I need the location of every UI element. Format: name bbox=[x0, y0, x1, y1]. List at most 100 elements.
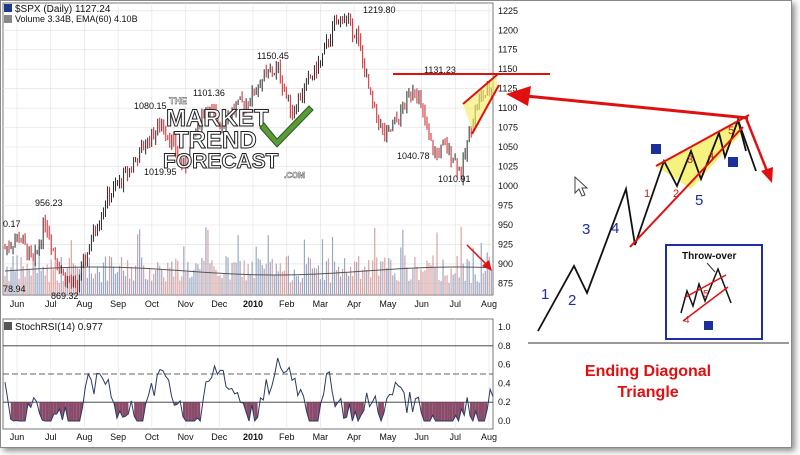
price-y-tick: 925 bbox=[498, 239, 513, 249]
caption-line-2: Triangle bbox=[617, 384, 678, 401]
diagram-square-left bbox=[651, 144, 661, 154]
price-y-tick: 900 bbox=[498, 259, 513, 269]
stoch-oversold-fill bbox=[421, 402, 425, 421]
volume-arrow-shaft bbox=[466, 244, 488, 266]
stoch-oversold-fill bbox=[426, 402, 430, 421]
stoch-oversold-fill bbox=[475, 402, 479, 421]
stoch-y-tick: 0.6 bbox=[498, 360, 511, 370]
diagram-down-arrow-icon bbox=[761, 167, 773, 183]
stoch-x-tick: Aug bbox=[481, 432, 497, 442]
wave-label-5: 5 bbox=[695, 192, 703, 209]
inset-wave bbox=[680, 266, 732, 314]
logo-com: .COM bbox=[284, 171, 305, 180]
sub-label-4: 4 bbox=[708, 150, 714, 162]
inset-lower-line bbox=[682, 286, 729, 322]
stoch-oversold-fill bbox=[116, 402, 120, 419]
stoch-oversold-fill bbox=[122, 402, 126, 418]
stoch-y-tick: 0.8 bbox=[498, 341, 511, 351]
stoch-oversold-fill bbox=[360, 402, 364, 416]
price-label-878: 78.94 bbox=[3, 284, 26, 294]
chart-svg: 8759009259509751000102510501075110011251… bbox=[2, 2, 789, 442]
throwover-inset bbox=[665, 244, 763, 340]
price-label-1131: 1131.23 bbox=[424, 65, 456, 75]
stoch-oversold-fill bbox=[188, 402, 192, 421]
stoch-oversold-fill bbox=[119, 402, 123, 418]
price-y-tick: 1125 bbox=[498, 84, 517, 94]
wave-label-2: 2 bbox=[568, 292, 576, 309]
price-y-tick: 1100 bbox=[498, 103, 517, 113]
stoch-oversold-fill bbox=[447, 402, 450, 421]
price-x-tick: May bbox=[379, 299, 397, 309]
logo: THE MARKET TREND FORECAST .COM bbox=[163, 96, 314, 180]
stoch-title: StochRSI(14) 0.977 bbox=[15, 322, 103, 333]
price-label-1019: 1019.95 bbox=[144, 167, 177, 177]
price-label-917: 0.17 bbox=[3, 219, 21, 229]
stoch-x-tick: May bbox=[379, 432, 397, 442]
logo-check-icon bbox=[259, 105, 314, 148]
caption-line-1: Ending Diagonal bbox=[585, 363, 711, 380]
pointer-arrow-icon bbox=[506, 86, 531, 106]
logo-trend: TREND bbox=[174, 127, 257, 154]
volume-marker-icon bbox=[4, 15, 12, 23]
stoch-oversold-fill bbox=[254, 402, 258, 421]
stoch-line bbox=[4, 357, 494, 423]
price-x-tick: Apr bbox=[347, 299, 361, 309]
stoch-oversold-fill bbox=[45, 402, 49, 421]
stoch-x-tick: Feb bbox=[279, 432, 295, 442]
stoch-oversold-fill bbox=[22, 402, 26, 421]
price-label-1101: 1101.36 bbox=[193, 88, 225, 98]
price-label-956: 956.23 bbox=[35, 198, 63, 208]
price-x-tick: Feb bbox=[279, 299, 295, 309]
stoch-x-tick: Mar bbox=[313, 432, 329, 442]
stoch-x-tick: Jun bbox=[414, 432, 429, 442]
stoch-oversold-fill bbox=[76, 402, 80, 421]
chart-wedge bbox=[463, 75, 497, 133]
stoch-oversold-fill bbox=[352, 402, 356, 421]
price-y-tick: 1000 bbox=[498, 181, 518, 191]
price-x-tick: Jul bbox=[450, 299, 462, 309]
stoch-y-tick: 1.0 bbox=[498, 322, 511, 332]
price-x-tick: Jul bbox=[45, 299, 57, 309]
ending-diagonal-diagram: 1 2 3 4 5 1 2 3 4 5 Throw-over 4 5 Endin… bbox=[528, 114, 789, 401]
stoch-oversold-fill bbox=[481, 402, 485, 421]
stoch-oversold-fill bbox=[461, 402, 465, 416]
stoch-oversold-fill bbox=[19, 402, 23, 421]
price-y-tick: 1050 bbox=[498, 142, 518, 152]
stoch-x-tick: Jun bbox=[10, 432, 25, 442]
mouse-cursor-icon bbox=[574, 175, 589, 197]
stoch-oversold-fill bbox=[73, 402, 77, 421]
price-y-tick: 1175 bbox=[498, 45, 517, 55]
stoch-oversold-fill bbox=[435, 402, 439, 421]
stoch-oversold-fill bbox=[472, 402, 476, 421]
wedge-upper-line bbox=[462, 73, 499, 105]
price-y-tick: 1225 bbox=[498, 6, 518, 16]
stoch-oversold-fill bbox=[13, 402, 17, 421]
price-y-tick: 875 bbox=[498, 278, 513, 288]
stoch-oversold-fill bbox=[378, 402, 382, 421]
price-label-1010: 1010.91 bbox=[438, 174, 471, 184]
stoch-oversold-fill bbox=[438, 402, 442, 421]
stoch-oversold-fill bbox=[424, 402, 427, 421]
stoch-oversold-fill bbox=[10, 402, 14, 421]
stoch-oversold-fill bbox=[315, 402, 318, 421]
chart-screenshot: 875 900 925 950 975 1000 1025 1050 1075 1100 1125 1… bbox=[0, 0, 792, 448]
inset-square bbox=[704, 321, 713, 330]
stoch-oversold-fill bbox=[53, 402, 57, 415]
wedge-lower-line bbox=[471, 84, 500, 135]
inset-upper-line bbox=[683, 274, 727, 299]
price-label-1080: 1080.15 bbox=[134, 101, 167, 111]
sub-label-3: 3 bbox=[687, 154, 693, 166]
wave-throwover-path bbox=[737, 119, 757, 172]
stoch-x-tick: Nov bbox=[178, 432, 195, 442]
logo-market: MARKET bbox=[166, 105, 269, 132]
diagram-upper-line bbox=[655, 114, 750, 167]
price-x-tick: Aug bbox=[481, 299, 497, 309]
price-x-tick: Jun bbox=[10, 299, 25, 309]
price-labels: 956.23 1080.15 1101.36 1019.95 1150.45 1… bbox=[3, 5, 471, 301]
stoch-oversold-fill bbox=[191, 402, 195, 421]
sub-label-2: 2 bbox=[673, 188, 679, 200]
stoch-oversold-fill bbox=[50, 402, 54, 421]
price-label-1040: 1040.78 bbox=[397, 151, 430, 161]
stoch-oversold-fill bbox=[134, 402, 138, 421]
price-y-tick: 1075 bbox=[498, 123, 518, 133]
